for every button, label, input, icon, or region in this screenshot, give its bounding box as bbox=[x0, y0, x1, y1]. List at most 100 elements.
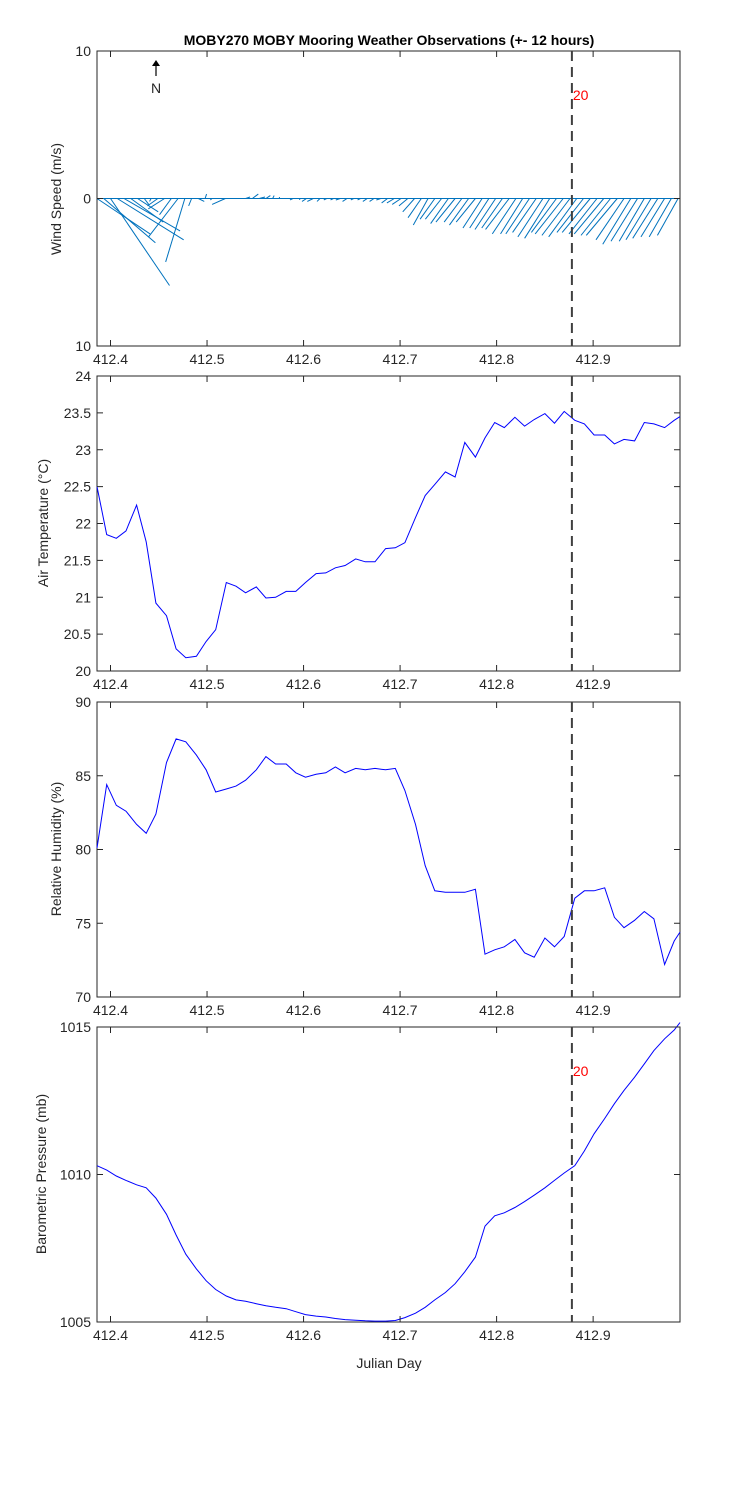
wind-vector bbox=[188, 198, 193, 207]
wind-vector bbox=[534, 198, 564, 235]
humidity-y-tick-label: 70 bbox=[75, 989, 91, 1005]
humidity-x-tick-label: 412.6 bbox=[286, 1002, 321, 1018]
north-arrow-icon bbox=[152, 60, 160, 66]
wind-vector bbox=[474, 198, 497, 230]
wind-vector bbox=[245, 196, 251, 199]
wind-vector bbox=[462, 198, 483, 229]
wind-vector bbox=[449, 198, 470, 226]
wind-vector bbox=[350, 198, 354, 201]
wind-vector bbox=[500, 198, 524, 235]
wind-marker-label: 20 bbox=[573, 87, 589, 103]
wind-vector bbox=[301, 198, 307, 202]
wind-vector bbox=[595, 198, 625, 241]
wind-vector bbox=[491, 198, 517, 235]
wind-vector bbox=[117, 198, 184, 241]
wind-vector bbox=[602, 198, 632, 245]
humidity-plot-area bbox=[96, 701, 681, 998]
temperature-x-tick-label: 412.4 bbox=[93, 676, 128, 692]
wind-vector bbox=[573, 198, 605, 235]
pressure-y-tick-label: 1015 bbox=[60, 1019, 91, 1035]
wind-vector bbox=[419, 198, 436, 220]
temperature-x-tick-label: 412.6 bbox=[286, 676, 321, 692]
pressure-series-line bbox=[96, 1022, 681, 1322]
temperature-y-tick-label: 21.5 bbox=[64, 552, 91, 568]
wind-vector bbox=[402, 198, 415, 213]
north-arrow: N bbox=[151, 60, 161, 96]
wind-vector bbox=[391, 198, 402, 205]
wind-marks bbox=[96, 193, 680, 286]
wind-vector bbox=[541, 198, 571, 236]
wind-vector bbox=[386, 198, 395, 204]
wind-y-ticks: 10 0 10 bbox=[75, 43, 680, 354]
temperature-y-tick-label: 22.5 bbox=[64, 479, 91, 495]
wind-vector bbox=[398, 198, 409, 207]
wind-vector bbox=[561, 198, 591, 233]
wind-vector bbox=[96, 198, 151, 235]
temperature-y-label: Air Temperature (°C) bbox=[35, 459, 51, 587]
wind-vector bbox=[656, 198, 679, 236]
wind-vector bbox=[481, 198, 503, 229]
wind-x-tick-label: 412.6 bbox=[286, 351, 321, 367]
wind-vector bbox=[485, 198, 510, 230]
wind-x-tick-label: 412.7 bbox=[383, 351, 418, 367]
wind-vector bbox=[289, 198, 294, 201]
pressure-y-ticks: 1005 1010 1015 bbox=[60, 1019, 680, 1330]
wind-vector bbox=[407, 198, 422, 218]
wind-vector bbox=[265, 195, 271, 199]
temperature-y-tick-label: 23 bbox=[75, 442, 91, 458]
temperature-x-ticks: 412.4 412.5 412.6 412.7 412.8 412.9 bbox=[93, 376, 611, 692]
temperature-y-tick-label: 24 bbox=[75, 368, 91, 384]
wind-vector bbox=[307, 198, 314, 202]
wind-vector bbox=[147, 198, 159, 207]
humidity-y-tick-label: 75 bbox=[75, 915, 91, 931]
temperature-x-tick-label: 412.8 bbox=[479, 676, 514, 692]
wind-y-tick-label: 0 bbox=[83, 191, 91, 207]
wind-vector bbox=[211, 198, 226, 205]
pressure-x-tick-label: 412.6 bbox=[286, 1327, 321, 1343]
wind-vector bbox=[610, 198, 638, 242]
wind-vector bbox=[430, 198, 449, 224]
temperature-x-tick-label: 412.5 bbox=[190, 676, 225, 692]
wind-vector bbox=[148, 198, 165, 210]
temperature-y-tick-label: 22 bbox=[75, 516, 91, 532]
temperature-series-line bbox=[96, 410, 681, 659]
wind-vector bbox=[580, 198, 611, 236]
pressure-y-tick-label: 1010 bbox=[60, 1167, 91, 1183]
wind-vector bbox=[148, 198, 179, 238]
wind-vector bbox=[435, 198, 456, 223]
wind-vector bbox=[357, 198, 361, 201]
pressure-y-tick-label: 1005 bbox=[60, 1314, 91, 1330]
humidity-y-label: Relative Humidity (%) bbox=[48, 782, 64, 917]
wind-vector bbox=[330, 198, 334, 201]
wind-vector bbox=[323, 198, 327, 201]
humidity-x-tick-label: 412.9 bbox=[576, 1002, 611, 1018]
pressure-x-tick-label: 412.5 bbox=[190, 1327, 225, 1343]
wind-vector bbox=[149, 198, 152, 202]
humidity-x-tick-label: 412.5 bbox=[190, 1002, 225, 1018]
wind-y-tick-label: 10 bbox=[75, 338, 91, 354]
wind-vector bbox=[412, 198, 429, 226]
wind-vector bbox=[165, 198, 186, 263]
figure-title: MOBY270 MOBY Mooring Weather Observation… bbox=[184, 32, 595, 48]
pressure-x-tick-label: 412.8 bbox=[479, 1327, 514, 1343]
temperature-y-tick-label: 20 bbox=[75, 663, 91, 679]
humidity-y-tick-label: 85 bbox=[75, 768, 91, 784]
wind-vector bbox=[110, 198, 170, 286]
wind-vector bbox=[369, 198, 375, 202]
humidity-x-tick-label: 412.4 bbox=[93, 1002, 128, 1018]
wind-y-tick-label: 10 bbox=[75, 43, 91, 59]
wind-y-label: Wind Speed (m/s) bbox=[48, 143, 64, 255]
wind-vector bbox=[512, 198, 537, 233]
pressure-x-tick-label: 412.9 bbox=[576, 1327, 611, 1343]
wind-vector bbox=[316, 198, 321, 202]
wind-vector bbox=[198, 198, 205, 202]
humidity-x-ticks: 412.4 412.5 412.6 412.7 412.8 412.9 bbox=[93, 702, 611, 1018]
pressure-plot-area bbox=[96, 1026, 681, 1323]
humidity-y-tick-label: 80 bbox=[75, 842, 91, 858]
wind-vector bbox=[632, 198, 659, 239]
